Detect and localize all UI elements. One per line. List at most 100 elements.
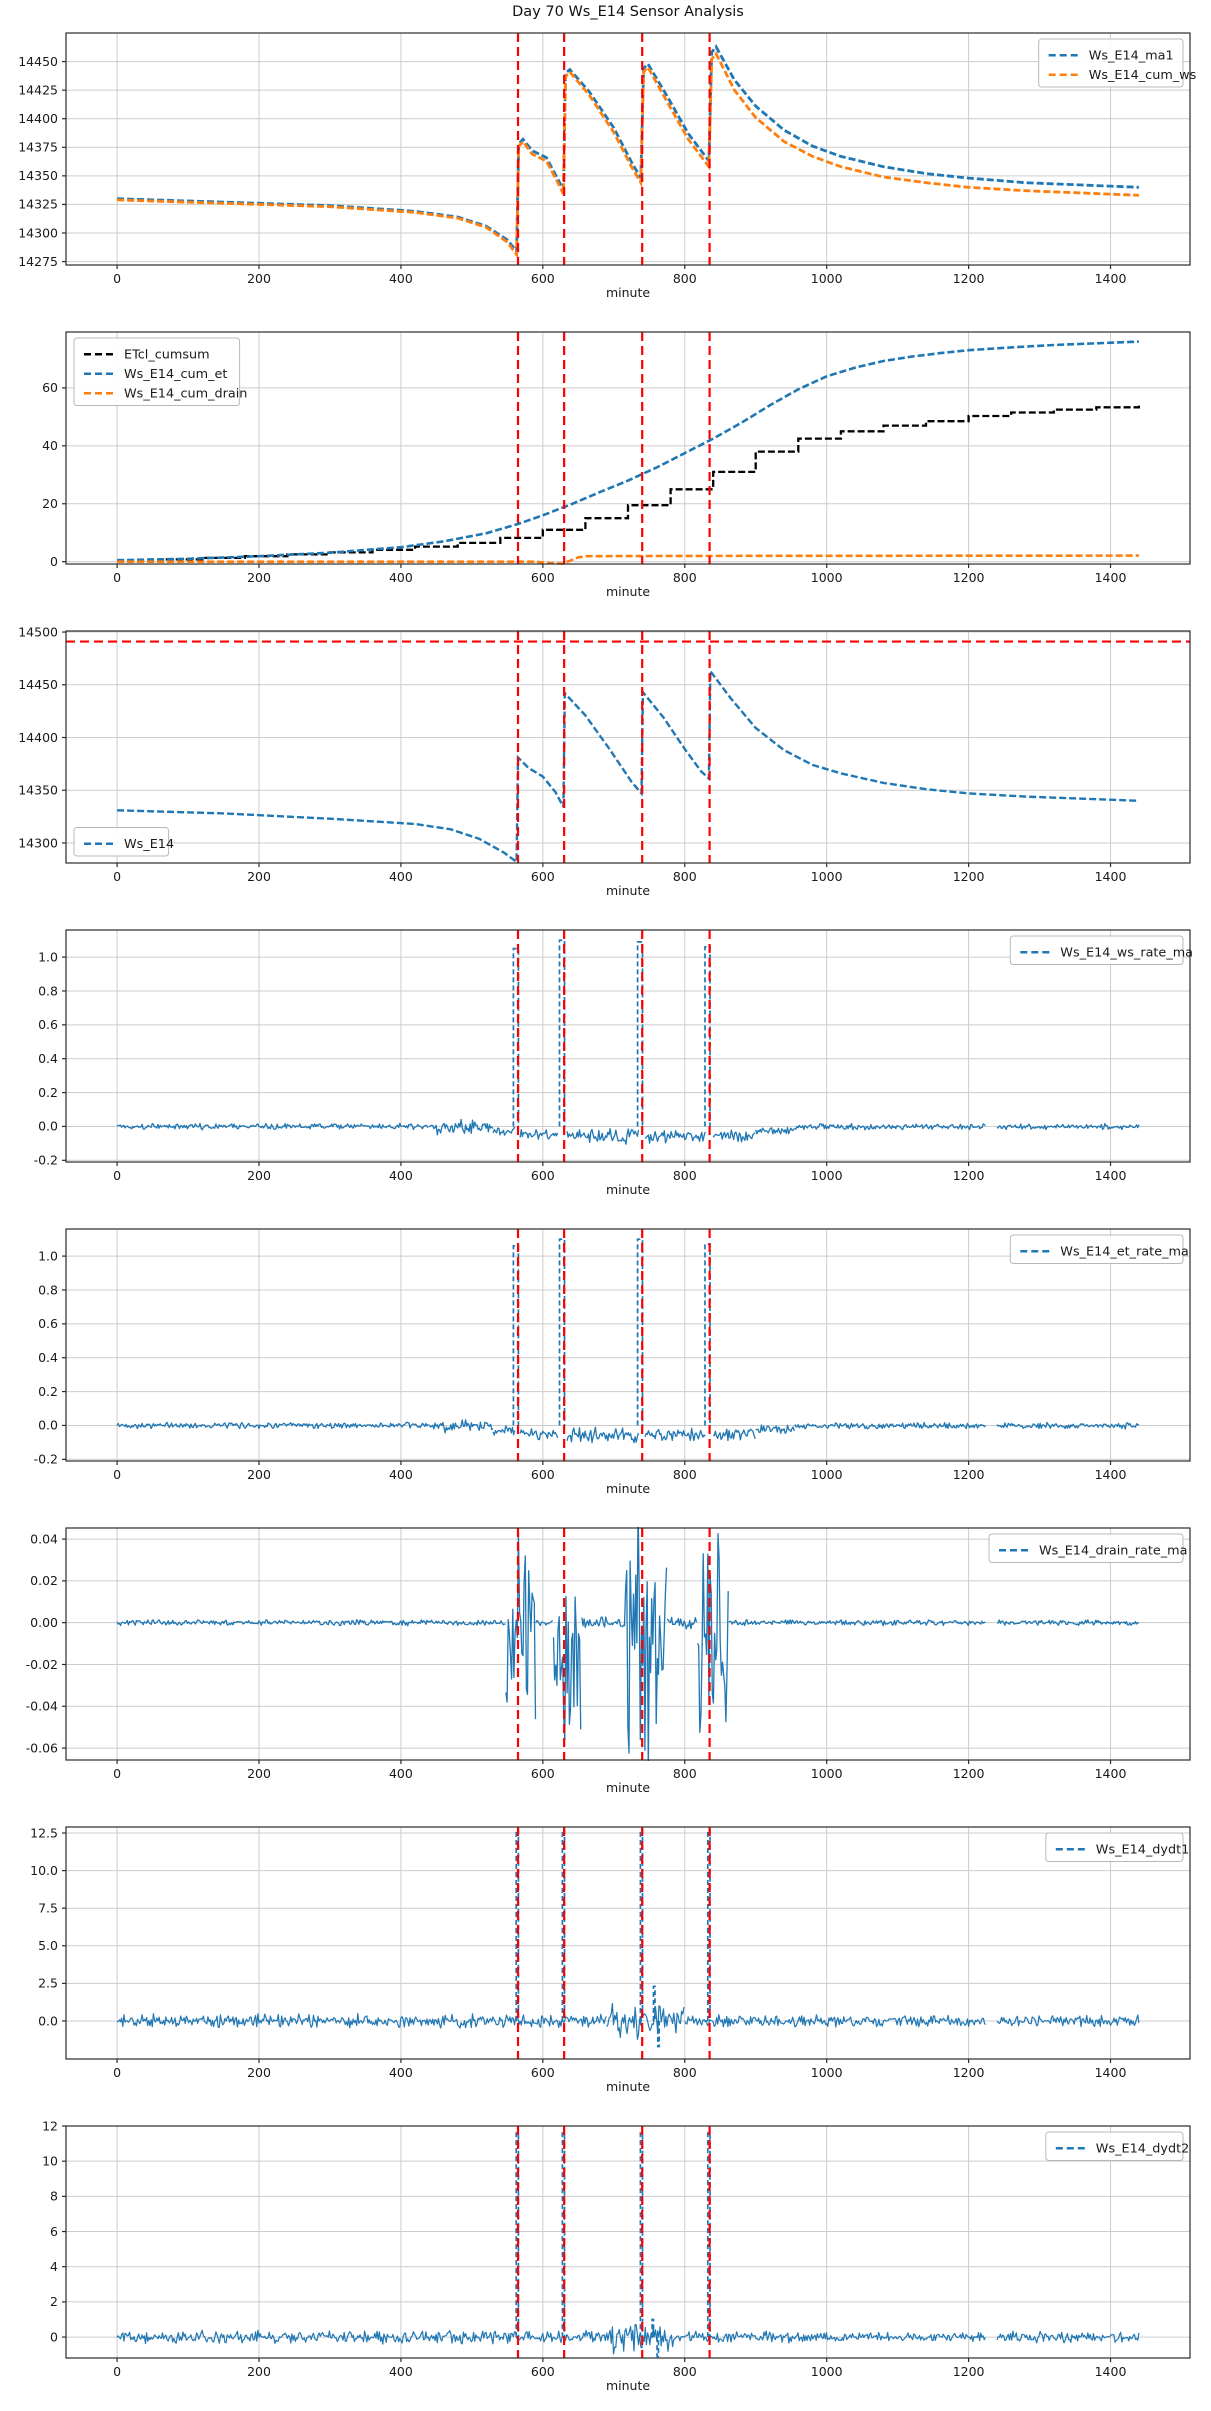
axes-spines <box>65 1228 1191 1462</box>
tick-labels: 0 200 400 600 800 1000 1200 1400 0.0 2.5 5.0 7.5 10.… <box>30 1825 1126 2080</box>
y-tick-label: 14500 <box>18 624 58 639</box>
x-tick-label: 600 <box>531 271 555 286</box>
x-tick-label: 1200 <box>953 1168 985 1183</box>
legend: Ws_E14_ws_rate_ma <box>1009 935 1193 965</box>
series-Ws_E14_drain_rate_ma-noise <box>623 1527 668 1761</box>
x-tick-label: 1200 <box>953 570 985 585</box>
x-tick-label: 1000 <box>811 1168 843 1183</box>
series-Ws_E14_dydt1-noise <box>116 2013 607 2029</box>
subplot-svg-cumulative: 0 200 400 600 800 1000 1200 1400 0 20 40 60 minute ET… <box>42 331 1191 599</box>
series-Ws_E14_drain_rate_ma-noise <box>696 1533 729 1733</box>
axes-spines <box>65 32 1191 266</box>
x-axis-label: minute <box>606 883 650 897</box>
legend-label-Ws_E14_ma1: Ws_E14_ma1 <box>1089 49 1174 64</box>
subplot-svg-drain-rate: 0 200 400 600 800 1000 1200 1400 -0.06 -0.04 -0.02… <box>26 1527 1191 1795</box>
y-tick-label: 20 <box>42 496 58 511</box>
x-tick-label: 0 <box>113 271 121 286</box>
plot-background <box>66 930 1190 1162</box>
legend-label-Ws_E14_cum_drain: Ws_E14_cum_drain <box>124 387 247 402</box>
y-tick-label: 0.8 <box>38 983 58 998</box>
y-tick-label: 2 <box>50 2294 58 2309</box>
y-tick-label: 0 <box>50 2329 58 2344</box>
y-tick-label: -0.2 <box>34 1452 58 1467</box>
series-Ws_E14_cum_drain <box>117 554 1139 565</box>
subplot-svg-et-rate: 0 200 400 600 800 1000 1200 1400 -0.2 0.0 0.2 0.4 0.… <box>34 1228 1191 1496</box>
tick-labels: 0 200 400 600 800 1000 1200 1400 -0.2 0.0 0.2 0.4 0.… <box>34 1248 1127 1482</box>
y-tick-label: 2.5 <box>38 1976 58 1991</box>
y-tick-label: -0.04 <box>26 1699 58 1714</box>
subplot-drain-rate: 0 200 400 600 800 1000 1200 1400 -0.06 -0.04 -0.02… <box>0 1495 1211 1795</box>
y-tick-label: 0.2 <box>38 1085 58 1100</box>
x-tick-label: 400 <box>389 2364 413 2379</box>
series-Ws_E14_dydt2-spike <box>706 2132 711 2338</box>
y-tick-label: 40 <box>42 438 58 453</box>
legend: Ws_E14_dydt1 <box>1045 1832 1189 1862</box>
series-Ws_E14_cum_ws <box>117 50 1139 259</box>
legend-label-Ws_E14_et_rate_ma: Ws_E14_et_rate_ma <box>1060 1245 1188 1260</box>
subplot-ma1-cum-ws: 0 200 400 600 800 1000 1200 1400 14275 14300 14325… <box>0 0 1211 300</box>
y-tick-label: 10.0 <box>30 1863 58 1878</box>
tick-labels: 0 200 400 600 800 1000 1200 1400 14300 14350 14400… <box>18 624 1126 884</box>
subplot-svg-ws-rate: 0 200 400 600 800 1000 1200 1400 -0.2 0.0 0.2 0.4 0.… <box>34 929 1193 1197</box>
grid <box>66 1229 1190 1461</box>
x-tick-label: 0 <box>113 1467 121 1482</box>
subplot-svg-dydt1: 0 200 400 600 800 1000 1200 1400 0.0 2.5 5.0 7.5 10.… <box>30 1825 1191 2094</box>
ticks <box>62 956 1112 1166</box>
legend-box <box>1045 1832 1184 1862</box>
subplot-dydt1: 0 200 400 600 800 1000 1200 1400 0.0 2.5 5.0 7.5 10.… <box>0 1794 1211 2094</box>
legend: Ws_E14_drain_rate_ma <box>988 1533 1187 1563</box>
x-tick-label: 200 <box>247 1168 271 1183</box>
subplot-svg-raw: 0 200 400 600 800 1000 1200 1400 14300 14350 14400… <box>18 624 1191 898</box>
series-Ws_E14_cum_et <box>117 340 1139 562</box>
x-tick-label: 1000 <box>811 1766 843 1781</box>
series-Ws_E14_et_rate_ma-noise <box>116 1421 429 1430</box>
x-tick-label: 800 <box>673 1168 697 1183</box>
plot-area <box>117 340 1141 565</box>
series-Ws_E14_et_rate_ma-noise <box>519 1428 559 1441</box>
x-tick-label: 800 <box>673 869 697 884</box>
plot-area <box>117 44 1139 259</box>
x-axis-label: minute <box>606 1481 650 1495</box>
x-tick-label: 200 <box>247 1766 271 1781</box>
series-Ws_E14_drain_rate_ma-noise <box>997 1619 1139 1627</box>
x-tick-label: 600 <box>531 1766 555 1781</box>
legend-box <box>988 1533 1184 1563</box>
y-tick-label: 14350 <box>18 783 58 798</box>
y-tick-label: 7.5 <box>38 1900 58 1915</box>
x-tick-label: 1200 <box>953 2364 985 2379</box>
series-Ws_E14_drain_rate_ma-noise <box>581 1616 625 1629</box>
grid <box>66 631 1190 863</box>
x-tick-label: 1400 <box>1095 570 1127 585</box>
series-Ws_E14_et_rate_ma-noise <box>996 1421 1140 1430</box>
series-Ws_E14_dydt2-spike <box>561 2132 566 2338</box>
series-Ws_E14_dydt2-spike <box>515 2132 520 2338</box>
y-tick-label: 0.02 <box>30 1573 58 1588</box>
axes-spines <box>65 1527 1191 1761</box>
series-Ws_E14_ws_rate_ma-noise <box>755 1126 795 1135</box>
x-tick-label: 1000 <box>811 2065 843 2080</box>
x-tick-label: 200 <box>247 570 271 585</box>
y-tick-label: 0.04 <box>30 1531 58 1546</box>
plot-background <box>66 2126 1190 2358</box>
x-tick-label: 1400 <box>1095 2065 1127 2080</box>
axes-spines <box>65 331 1191 565</box>
y-tick-label: -0.02 <box>26 1657 58 1672</box>
legend: Ws_E14_et_rate_ma <box>1009 1234 1189 1264</box>
plot-background <box>66 33 1190 265</box>
series-Ws_E14_ws_rate_ma-noise <box>644 1129 706 1144</box>
legend-box <box>73 337 241 406</box>
x-tick-label: 800 <box>673 2065 697 2080</box>
legend-label-Ws_E14_drain_rate_ma: Ws_E14_drain_rate_ma <box>1039 1544 1187 1559</box>
plot-background <box>66 1229 1190 1461</box>
y-tick-label: 14300 <box>18 225 58 240</box>
x-tick-label: 600 <box>531 2065 555 2080</box>
x-tick-label: 0 <box>113 2065 121 2080</box>
series-Ws_E14_et_rate_ma-noise <box>566 1426 640 1444</box>
legend-label-Ws_E14_ws_rate_ma: Ws_E14_ws_rate_ma <box>1060 946 1193 961</box>
axes-spines <box>65 630 1191 864</box>
legend-label-Ws_E14_cum_et: Ws_E14_cum_et <box>124 367 227 382</box>
series-Ws_E14_dydt2-spike <box>639 2132 644 2338</box>
grid <box>66 2125 1190 2358</box>
series-Ws_E14_dydt1-noise <box>684 2014 987 2028</box>
